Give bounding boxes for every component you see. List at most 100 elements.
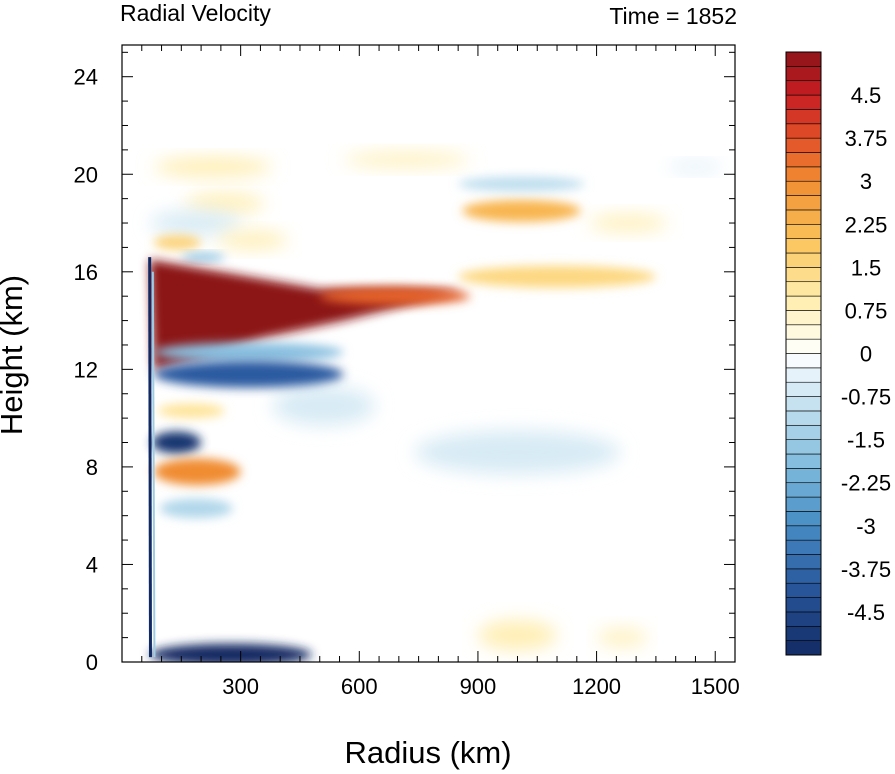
colorbar-swatch: [785, 223, 822, 239]
field-streak: [343, 152, 471, 167]
chart-title-right: Time = 1852: [609, 3, 737, 29]
colorbar-swatch: [785, 195, 822, 211]
upper-outflow-band: [462, 199, 581, 222]
colorbar-swatch: [785, 367, 822, 383]
colorbar-swatch: [785, 453, 822, 469]
colorbar-swatch: [785, 295, 822, 311]
colorbar-swatch: [785, 123, 822, 139]
outflow-band: [153, 458, 241, 486]
colorbar-swatch: [785, 338, 822, 354]
y-tick-label: 8: [86, 455, 98, 480]
field-streak: [157, 403, 225, 419]
colorbar-swatch: [785, 568, 822, 584]
upper-outflow-band: [458, 265, 656, 288]
y-tick-label: 20: [74, 162, 98, 187]
colorbar-swatch: [785, 51, 822, 67]
colorbar-swatch: [785, 109, 822, 125]
colorbar-tick-label: -3.75: [841, 557, 891, 582]
field-streak: [414, 430, 621, 475]
eyewall-line: [151, 271, 156, 658]
colorbar-swatch: [785, 597, 822, 613]
y-axis-ticks: 0 4 8 12 16 20 24: [74, 51, 735, 675]
colorbar-tick-label: -3: [856, 514, 876, 539]
colorbar-swatch: [785, 353, 822, 369]
y-axis-label: Height (km): [0, 275, 29, 435]
colorbar-swatch: [785, 238, 822, 254]
colorbar-swatch: [785, 582, 822, 598]
colorbar-swatch: [785, 152, 822, 168]
x-tick-label: 1500: [691, 674, 740, 699]
y-tick-label: 0: [86, 650, 98, 675]
colorbar-tick-label: -4.5: [847, 600, 885, 625]
colorbar-swatch: [785, 496, 822, 512]
colorbar-tick-label: -0.75: [841, 385, 891, 410]
colorbar-swatch: [785, 310, 822, 326]
colorbar-swatch: [785, 525, 822, 541]
outflow-core-edge: [319, 287, 471, 305]
colorbar-swatch: [785, 66, 822, 82]
colorbar-swatch: [785, 281, 822, 297]
colorbar-tick-label: 0.75: [845, 298, 888, 323]
colorbar-swatch: [785, 396, 822, 412]
colorbar-swatch: [785, 180, 822, 196]
field-streak: [149, 210, 241, 236]
upper-inflow-band: [458, 176, 585, 192]
colorbar-tick-label: -2.25: [841, 471, 891, 496]
field-streak: [596, 627, 648, 648]
colorbar-swatch: [785, 439, 822, 455]
colorbar-swatch: [785, 611, 822, 627]
colorbar-swatch: [785, 410, 822, 426]
x-tick-label: 300: [222, 674, 259, 699]
field-streak: [477, 620, 558, 650]
colorbar-swatch: [785, 80, 822, 96]
y-tick-label: 12: [74, 357, 98, 382]
x-tick-label: 1200: [572, 674, 621, 699]
colorbar-swatch: [785, 468, 822, 484]
colorbar-tick-label: -1.5: [847, 428, 885, 453]
colorbar-swatch: [785, 539, 822, 555]
colorbar-swatch: [785, 94, 822, 110]
heatmap-field: [148, 152, 724, 662]
field-streak: [181, 253, 225, 261]
outflow-core: [149, 259, 463, 370]
colorbar-swatch: [785, 252, 822, 268]
field-streak: [159, 498, 233, 519]
colorbar-swatch: [785, 424, 822, 440]
y-tick-label: 4: [86, 552, 98, 577]
colorbar-frame: [785, 51, 822, 656]
x-tick-label: 600: [341, 674, 378, 699]
x-axis-label: Radius (km): [344, 735, 511, 770]
colorbar-tick-label: 3: [860, 169, 872, 194]
x-axis-ticks: 300 600 900 1200 1500: [141, 45, 740, 699]
colorbar-swatch: [785, 166, 822, 182]
colorbar-tick-label: 0: [860, 342, 872, 367]
y-tick-label: 24: [74, 65, 98, 90]
upper-inflow-band: [153, 342, 344, 363]
colorbar-swatch: [785, 209, 822, 225]
eyewall-line: [148, 257, 152, 658]
field-streak: [667, 162, 724, 172]
colorbar-swatch: [785, 137, 822, 153]
plot-frame: [121, 44, 736, 663]
field-streak: [185, 192, 265, 215]
colorbar-tick-label: 3.75: [845, 126, 888, 151]
colorbar-swatch: [785, 625, 822, 641]
field-streak: [272, 386, 376, 426]
colorbar-tick-label: 2.25: [845, 212, 888, 237]
x-tick-label: 900: [460, 674, 497, 699]
field-streak: [588, 214, 668, 232]
colorbar-swatch: [785, 324, 822, 340]
field-streak: [153, 235, 202, 250]
colorbar-swatch: [785, 511, 822, 527]
colorbar-swatch: [785, 482, 822, 498]
colorbar-swatch: [785, 554, 822, 570]
colorbar-swatch: [785, 381, 822, 397]
inflow-eye: [151, 431, 202, 454]
field-streak: [216, 231, 289, 249]
chart-title-left: Radial Velocity: [120, 0, 271, 26]
y-tick-label: 16: [74, 260, 98, 285]
colorbar-swatch: [785, 640, 822, 656]
upper-inflow-band: [153, 360, 344, 388]
boundary-inflow: [149, 643, 312, 662]
